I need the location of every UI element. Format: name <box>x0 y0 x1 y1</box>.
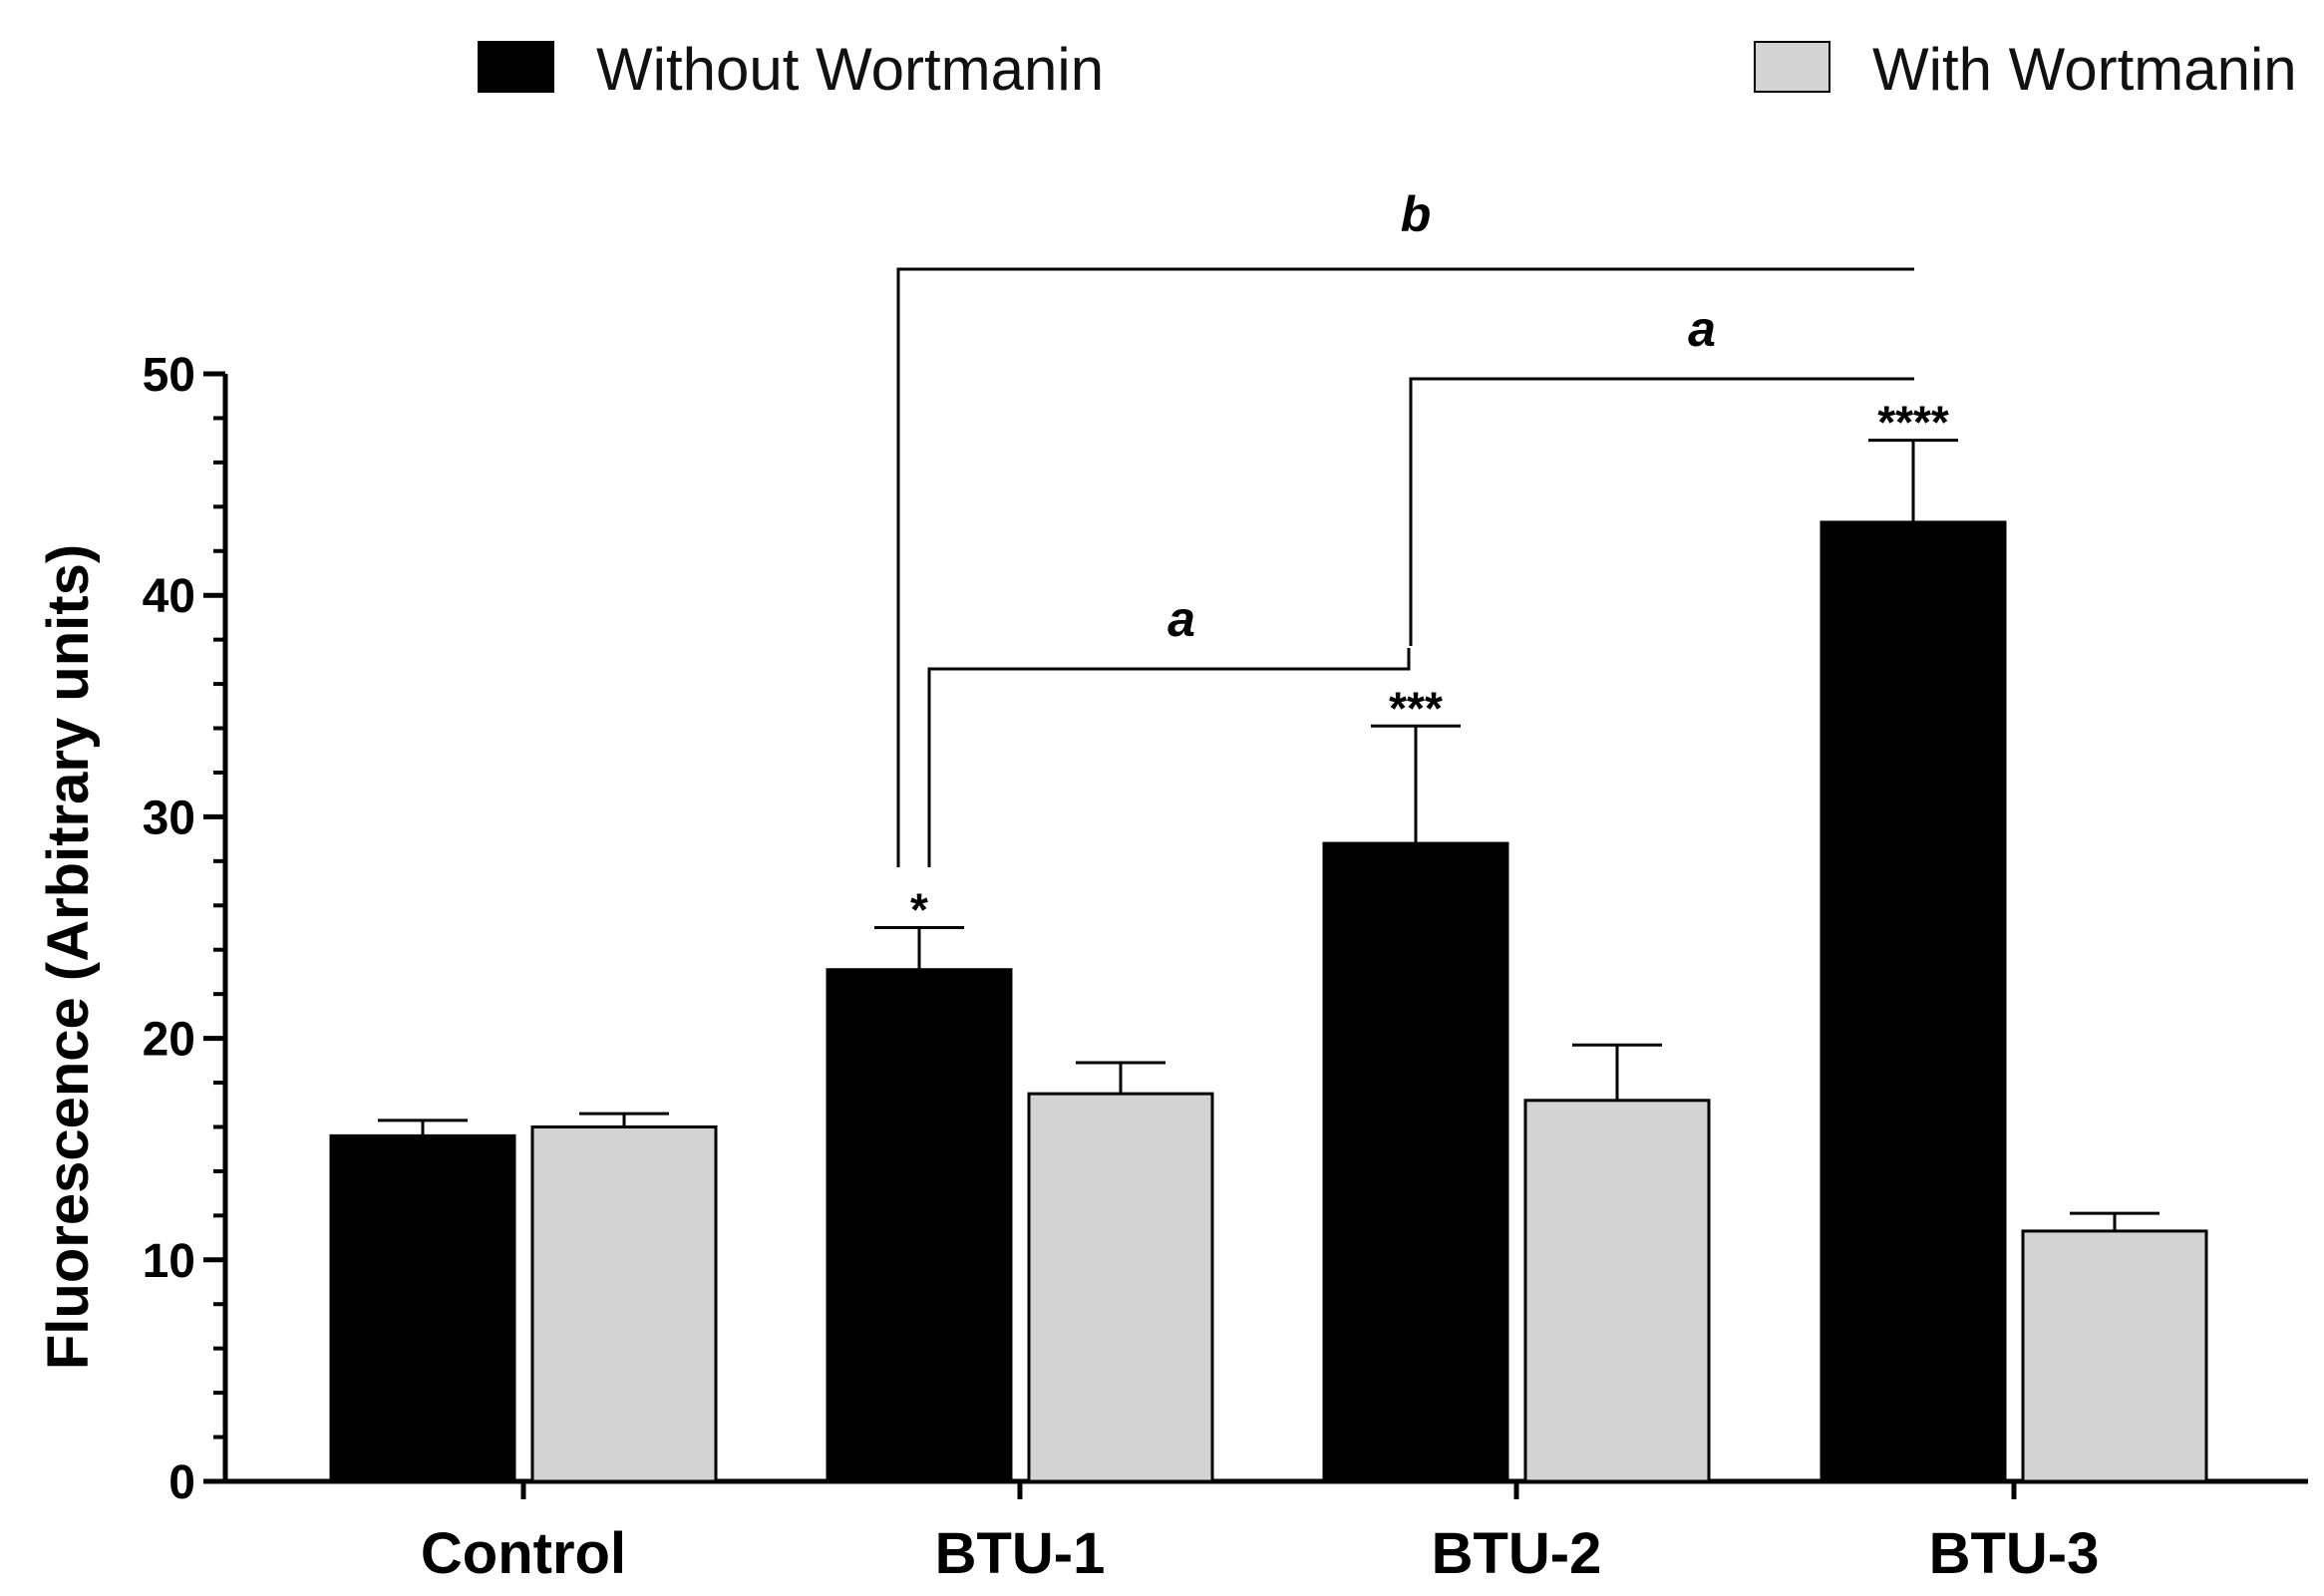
x-tick-label-control: Control <box>421 1521 626 1586</box>
comparison-label-btu-1-btu-2: a <box>1167 591 1195 647</box>
y-tick-label: 30 <box>143 792 195 844</box>
y-tick-label: 40 <box>143 570 195 623</box>
bar-with-wortmanin-btu-2 <box>1523 1099 1711 1483</box>
bar-with-wortmanin-btu-1 <box>1027 1092 1214 1483</box>
legend-swatch-with-wortmanin <box>1754 41 1830 93</box>
y-tick-label: 0 <box>168 1456 195 1509</box>
bar-without-wortmanin-control <box>329 1133 516 1483</box>
x-tick-label-btu-2: BTU-2 <box>1432 1521 1602 1586</box>
comparison-label-btu-1-btu-3: b <box>1401 186 1432 242</box>
comparison-bracket-btu-1-btu-3 <box>896 267 1914 867</box>
bars: ******** <box>329 397 2208 1483</box>
bar-without-wortmanin-btu-2 <box>1322 841 1509 1483</box>
y-tick-label: 10 <box>143 1235 195 1288</box>
bar-with-wortmanin-btu-3 <box>2021 1229 2208 1483</box>
y-ticks: 0 10 20 30 40 50 <box>143 349 225 1509</box>
significance-btu-3: **** <box>1877 397 1949 449</box>
y-axis-title: Fluorescence (Arbitrary units) <box>36 544 101 1370</box>
bar-without-wortmanin-btu-1 <box>826 968 1013 1483</box>
comparison-brackets: a a b <box>896 186 1914 867</box>
y-tick-label: 50 <box>143 349 195 402</box>
legend-label-with-wortmanin: With Wortmanin <box>1872 36 2297 103</box>
legend-label-without-wortmanin: Without Wortmanin <box>596 36 1104 103</box>
bar-without-wortmanin-btu-3 <box>1820 520 2007 1483</box>
legend: Without Wortmanin With Wortmanin <box>478 36 2297 103</box>
legend-swatch-without-wortmanin <box>478 41 554 93</box>
bar-with-wortmanin-control <box>530 1124 718 1483</box>
significance-btu-1: * <box>910 884 928 936</box>
significance-btu-2: *** <box>1389 682 1443 734</box>
y-tick-label: 20 <box>143 1014 195 1067</box>
comparison-bracket-btu-2-btu-3 <box>1409 377 1914 646</box>
comparison-bracket-btu-1-btu-2 <box>927 648 1411 867</box>
comparison-label-btu-2-btu-3: a <box>1688 301 1716 357</box>
x-tick-label-btu-1: BTU-1 <box>935 1521 1106 1586</box>
x-tick-labels: Control BTU-1 BTU-2 BTU-3 <box>421 1481 2099 1586</box>
x-tick-label-btu-3: BTU-3 <box>1929 1521 2100 1586</box>
